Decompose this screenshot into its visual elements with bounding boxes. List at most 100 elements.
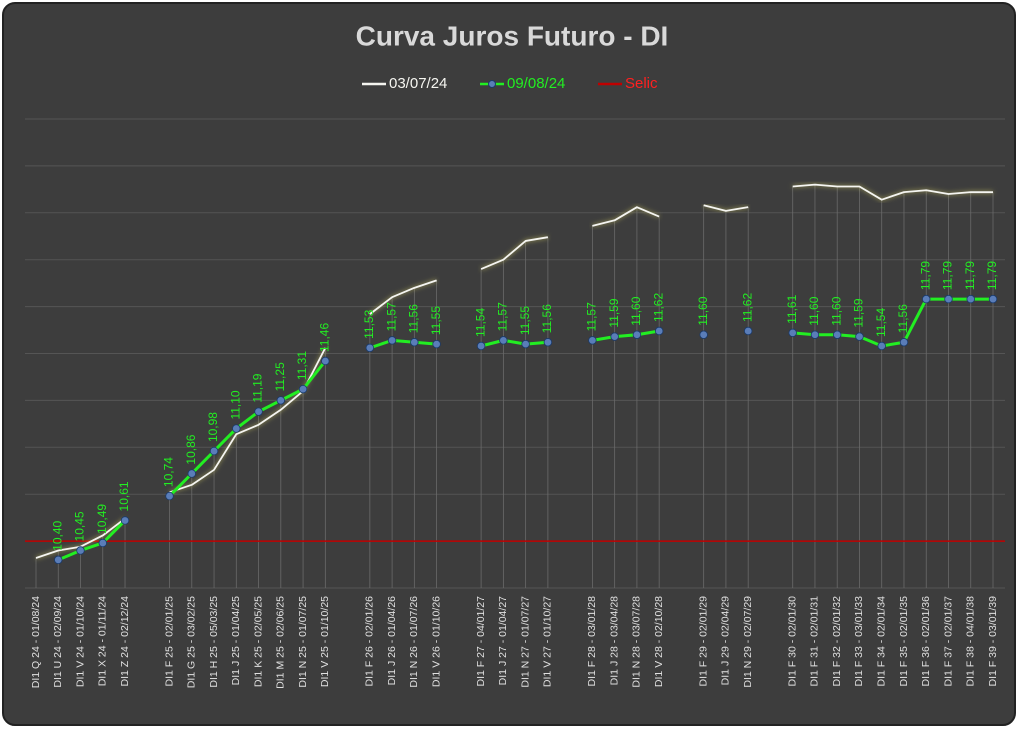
data-label: 10,98: [206, 412, 220, 442]
x-tick-label: DI1 F 33 - 03/01/33: [853, 596, 865, 687]
x-tick-label: DI1 Q 24 - 01/08/24: [30, 596, 42, 688]
legend-label: Selic: [625, 75, 658, 92]
data-label: 11,53: [362, 309, 376, 338]
series-line: [480, 338, 549, 348]
series-line: [169, 347, 327, 494]
data-label: 11,55: [429, 306, 443, 335]
marker: [499, 336, 508, 345]
data-label: 11,59: [852, 298, 866, 327]
x-tick-label: DI1 J 25 - 01/04/25: [230, 596, 242, 685]
series-line: [480, 236, 549, 270]
x-tick-label: DI1 N 25 - 01/07/25: [297, 596, 309, 688]
series-line: [792, 297, 993, 348]
marker: [165, 491, 174, 501]
marker: [988, 294, 998, 304]
data-label: 10,61: [117, 481, 131, 511]
data-label: 10,40: [50, 521, 64, 551]
x-tick-label: DI1 J 27 - 01/04/27: [497, 596, 509, 685]
legend-marker: [488, 80, 496, 88]
x-tick-label: DI1 F 27 - 04/01/27: [475, 596, 487, 687]
marker: [632, 330, 642, 339]
marker: [432, 339, 441, 349]
marker: [54, 555, 63, 565]
data-label: 11,25: [273, 362, 287, 391]
marker: [387, 336, 397, 345]
x-tick-label: DI1 F 28 - 03/01/28: [586, 596, 598, 687]
marker: [120, 516, 130, 525]
data-label: 11,54: [874, 308, 888, 337]
x-tick-label: DI1 F 35 - 02/01/35: [898, 596, 910, 687]
data-label: 11,57: [585, 302, 599, 331]
marker: [521, 339, 530, 349]
series-line: [592, 329, 660, 342]
x-tick-label: DI1 F 38 - 04/01/38: [965, 596, 977, 687]
x-tick-label: DI1 J 26 - 01/04/26: [386, 596, 398, 685]
x-tick-label: DI1 F 30 - 02/01/30: [786, 596, 798, 687]
marker: [76, 546, 85, 555]
marker: [743, 326, 753, 336]
series-line: [792, 183, 993, 201]
legend-label: 03/07/24: [389, 75, 447, 92]
data-label: 11,60: [829, 296, 843, 325]
data-label: 11,59: [607, 298, 621, 327]
data-label: 11,62: [740, 293, 754, 322]
marker: [98, 538, 107, 548]
x-tick-label: DI1 F 32 - 02/01/32: [831, 596, 843, 687]
x-tick-label: DI1 J 28 - 03/04/28: [608, 596, 620, 685]
x-tick-label: DI1 N 26 - 01/07/26: [408, 596, 420, 688]
marker: [298, 384, 308, 394]
marker: [365, 343, 375, 353]
x-tick-label: DI1 V 24 - 01/10/24: [74, 596, 86, 687]
x-tick-label: DI1 N 28 - 03/07/28: [631, 596, 643, 688]
data-label: 11,55: [518, 306, 532, 335]
data-label: 11,46: [317, 323, 331, 352]
x-tick-label: DI1 Z 24 - 02/12/24: [119, 596, 131, 687]
marker: [410, 338, 419, 347]
x-tick-label: DI1 M 25 - 02/06/25: [275, 596, 287, 689]
data-label: 11,60: [696, 296, 710, 325]
marker: [788, 328, 797, 338]
x-tick-label: DI1 F 36 - 02/01/36: [920, 596, 932, 687]
data-label: 11,60: [629, 296, 643, 325]
chart-title: Curva Juros Futuro - DI: [356, 20, 669, 51]
x-tick-label: DI1 H 25 - 05/03/25: [208, 596, 220, 688]
data-label: 11,31: [295, 351, 309, 380]
marker: [588, 336, 597, 345]
marker: [254, 407, 263, 416]
x-tick-label: DI1 V 28 - 02/10/28: [653, 596, 665, 687]
marker: [944, 294, 953, 304]
x-tick-label: DI1 V 27 - 01/10/27: [542, 596, 554, 687]
x-tick-label: DI1 F 29 - 02/01/29: [697, 596, 709, 687]
data-label: 11,57: [384, 302, 398, 331]
data-label: 11,56: [540, 304, 554, 333]
marker: [899, 338, 909, 347]
data-label: 11,79: [941, 261, 955, 290]
x-tick-label: DI1 V 26 - 01/10/26: [430, 596, 442, 687]
series-line: [592, 206, 660, 227]
x-tick-label: DI1 F 31 - 02/01/31: [809, 596, 821, 687]
data-label: 11,56: [896, 304, 910, 333]
marker: [187, 469, 196, 478]
marker: [810, 330, 820, 339]
x-tick-label: DI1 F 34 - 02/01/34: [876, 596, 888, 687]
marker: [543, 338, 553, 347]
data-label: 11,10: [228, 390, 242, 419]
data-label: 11,79: [918, 261, 932, 290]
data-label: 11,60: [807, 296, 821, 325]
marker: [321, 356, 330, 366]
x-tick-label: DI1 U 24 - 02/09/24: [52, 596, 64, 688]
x-tick-label: DI1 V 25 - 01/10/25: [319, 596, 331, 687]
marker: [610, 332, 619, 341]
marker: [699, 330, 708, 339]
x-tick-label: DI1 N 29 - 02/07/29: [742, 596, 754, 688]
legend-label: 09/08/24: [507, 75, 565, 92]
data-label: 10,74: [162, 457, 176, 487]
data-label: 11,79: [985, 261, 999, 290]
data-label: 11,62: [651, 293, 665, 322]
data-label: 11,54: [473, 308, 487, 337]
data-label: 10,49: [95, 504, 109, 534]
data-label: 10,45: [73, 511, 87, 541]
marker: [855, 332, 864, 341]
data-label: 11,79: [963, 261, 977, 290]
